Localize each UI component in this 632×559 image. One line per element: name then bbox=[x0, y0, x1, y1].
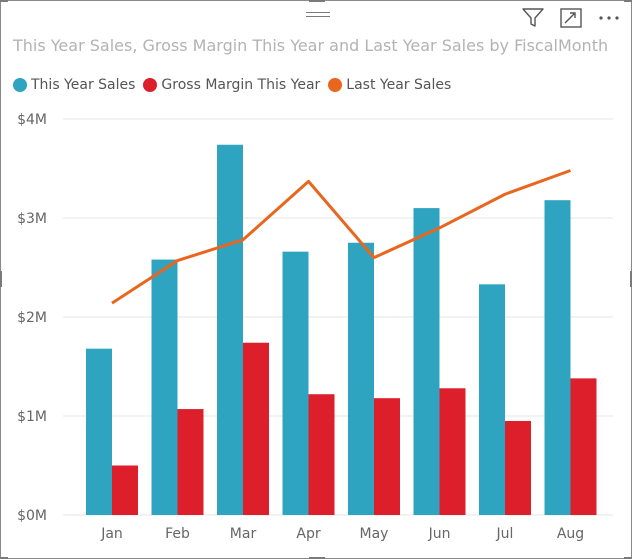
resize-handle-top-right[interactable] bbox=[624, 0, 632, 2]
resize-handle-right[interactable] bbox=[630, 271, 632, 287]
legend-item-gross-margin-this-year[interactable]: Gross Margin This Year bbox=[143, 77, 320, 93]
legend-dot-icon bbox=[13, 78, 27, 92]
line-last-year-sales[interactable] bbox=[111, 169, 572, 305]
y-tick-label: $4M bbox=[17, 112, 47, 128]
bar-this-year-sales[interactable] bbox=[217, 144, 243, 516]
bar-gross-margin[interactable] bbox=[308, 394, 335, 515]
legend-label: Gross Margin This Year bbox=[161, 77, 321, 93]
bar-gross-margin[interactable] bbox=[570, 378, 597, 515]
bar-gross-margin[interactable] bbox=[505, 420, 531, 515]
y-tick-label: $1M bbox=[17, 409, 47, 425]
y-tick-label: $2M bbox=[17, 310, 47, 326]
resize-handle-bottom[interactable] bbox=[309, 557, 325, 559]
bar-this-year-sales[interactable] bbox=[282, 251, 309, 515]
y-tick-label: $0M bbox=[17, 508, 47, 524]
resize-handle-top[interactable] bbox=[309, 0, 325, 2]
bar-this-year-sales[interactable] bbox=[348, 242, 374, 515]
x-tick-label: Feb bbox=[165, 526, 190, 542]
x-tick-label: Apr bbox=[296, 526, 320, 542]
bar-this-year-sales[interactable] bbox=[413, 208, 440, 515]
bar-gross-margin[interactable] bbox=[112, 465, 138, 516]
x-tick-label: Mar bbox=[230, 526, 257, 542]
line-series bbox=[111, 169, 572, 305]
x-axis: Jan Feb Mar Apr May Jun Jul Aug bbox=[100, 526, 584, 542]
bar-gross-margin[interactable] bbox=[243, 342, 269, 515]
bar-gross-margin[interactable] bbox=[374, 398, 400, 515]
x-tick-label: Jul bbox=[496, 526, 514, 542]
x-tick-label: Jun bbox=[428, 526, 451, 542]
bar-this-year-sales[interactable] bbox=[544, 200, 571, 515]
chart-title: This Year Sales, Gross Margin This Year … bbox=[13, 36, 609, 55]
resize-handle-top-left[interactable] bbox=[0, 0, 8, 2]
resize-handle-bottom-left[interactable] bbox=[0, 557, 8, 559]
resize-handle-bottom-right[interactable] bbox=[624, 557, 632, 559]
x-tick-label: Aug bbox=[557, 526, 584, 542]
bars bbox=[86, 144, 597, 516]
bar-this-year-sales[interactable] bbox=[86, 348, 112, 515]
bar-this-year-sales[interactable] bbox=[151, 259, 178, 515]
legend-dot-icon bbox=[328, 78, 343, 92]
drag-grip-icon[interactable] bbox=[306, 12, 330, 20]
bar-gross-margin[interactable] bbox=[177, 409, 204, 515]
legend-item-last-year-sales[interactable]: Last Year Sales bbox=[328, 77, 451, 93]
y-tick-label: $3M bbox=[17, 211, 47, 227]
bar-this-year-sales[interactable] bbox=[479, 284, 505, 515]
bar-gross-margin[interactable] bbox=[439, 388, 466, 515]
legend-dot-icon bbox=[143, 78, 158, 92]
legend-label: Last Year Sales bbox=[346, 77, 452, 93]
resize-handle-left[interactable] bbox=[0, 271, 2, 287]
x-tick-label: May bbox=[360, 526, 389, 542]
y-axis: $0M $1M $2M $3M $4M bbox=[17, 112, 47, 524]
visual-header-toolbar bbox=[521, 7, 621, 29]
focus-mode-icon[interactable] bbox=[559, 7, 583, 29]
legend: This Year Sales Gross Margin This Year L… bbox=[13, 77, 459, 93]
legend-label: This Year Sales bbox=[31, 77, 136, 93]
x-tick-label: Jan bbox=[100, 526, 123, 542]
more-options-icon[interactable] bbox=[597, 7, 621, 29]
filter-icon[interactable] bbox=[521, 7, 545, 29]
legend-item-this-year-sales[interactable]: This Year Sales bbox=[13, 77, 135, 93]
